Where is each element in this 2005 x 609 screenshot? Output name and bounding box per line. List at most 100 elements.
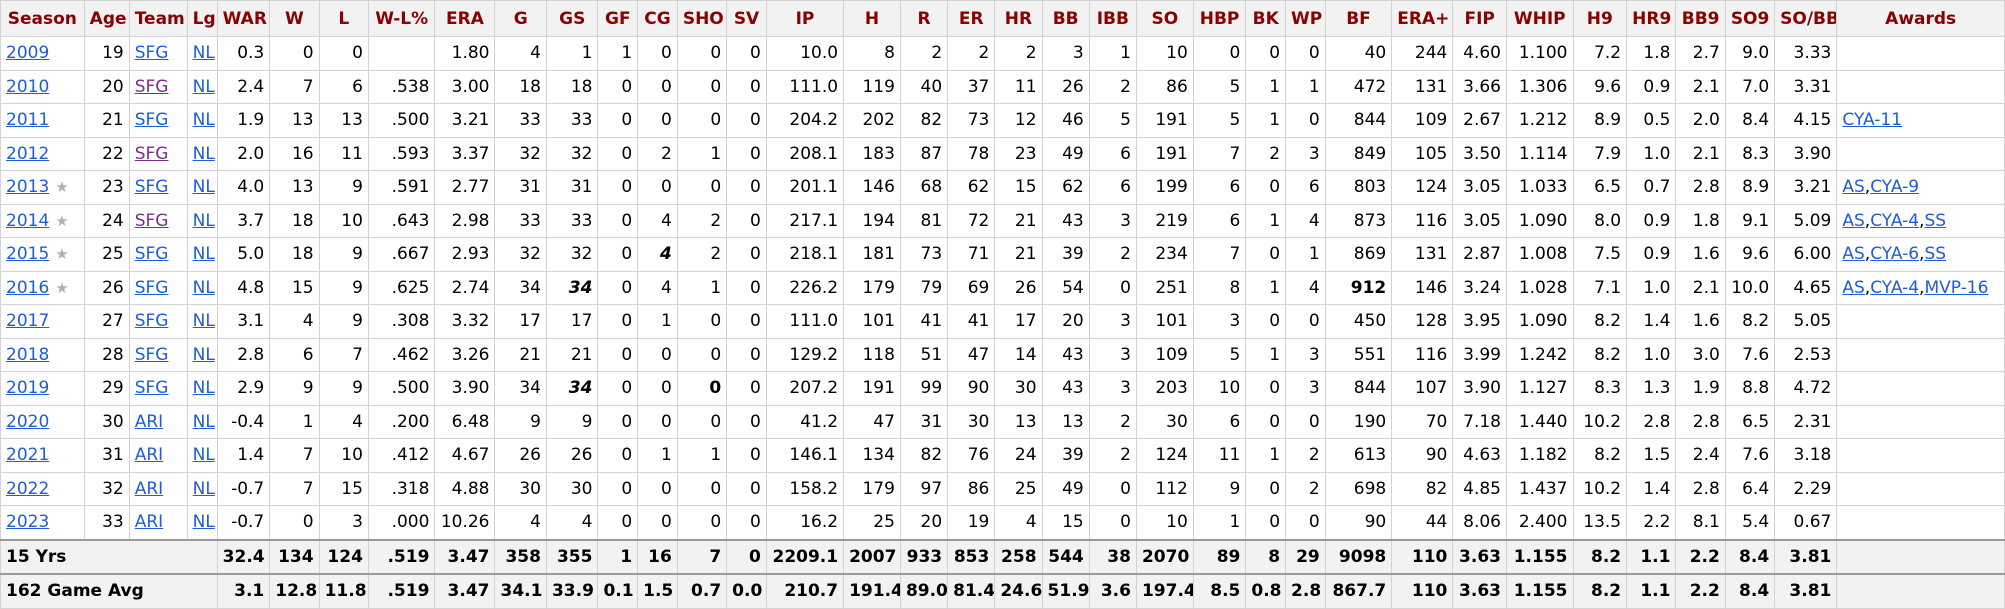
col-header-whip[interactable]: WHIP [1506,0,1574,37]
team-link[interactable]: SFG [134,311,169,332]
season-link[interactable]: 2011 [6,110,50,131]
season-link[interactable]: 2023 [6,512,50,533]
award-link[interactable]: AS [1842,210,1865,231]
team-link[interactable]: SFG [134,76,169,97]
team-link[interactable]: ARI [134,512,164,533]
season-link[interactable]: 2018 [6,344,50,365]
season-link[interactable]: 2019 [6,378,50,399]
league-link[interactable]: NL [192,244,215,265]
stat-cell-sobb: 3.90 [1774,136,1838,171]
season-link[interactable]: 2022 [6,478,50,499]
col-header-er[interactable]: ER [947,0,996,37]
col-header-awards[interactable]: Awards [1836,0,2005,37]
league-link[interactable]: NL [192,478,215,499]
award-link[interactable]: CYA-6 [1870,244,1920,265]
col-header-bf[interactable]: BF [1324,0,1393,37]
season-link[interactable]: 2013 [6,177,50,198]
stat-cell-sv: 0 [726,170,767,205]
season-link[interactable]: 2021 [6,445,50,466]
stat-cell-hbp: 0 [1192,36,1247,71]
league-link[interactable]: NL [192,512,215,533]
league-link[interactable]: NL [192,445,215,466]
league-link[interactable]: NL [192,411,215,432]
league-link[interactable]: NL [192,344,215,365]
col-header-w-l[interactable]: W-L% [367,0,436,37]
season-link[interactable]: 2016 [6,277,50,298]
award-link[interactable]: SS [1924,210,1947,231]
award-link[interactable]: CYA-4 [1870,210,1920,231]
season-link[interactable]: 2020 [6,411,50,432]
stat-cell-fip: 4.85 [1452,471,1507,506]
col-header-bb9[interactable]: BB9 [1675,0,1726,37]
team-link[interactable]: SFG [134,277,169,298]
season-link[interactable]: 2014 [6,210,50,231]
award-link[interactable]: MVP-16 [1924,277,1989,298]
league-link[interactable]: NL [192,177,215,198]
league-link[interactable]: NL [192,143,215,164]
award-link[interactable]: AS [1842,244,1865,265]
col-header-gs[interactable]: GS [545,0,599,37]
col-header-sho[interactable]: SHO [676,0,728,37]
col-header-hr9[interactable]: HR9 [1626,0,1677,37]
col-header-hr[interactable]: HR [994,0,1043,37]
team-link[interactable]: SFG [134,344,169,365]
team-link[interactable]: SFG [134,143,169,164]
col-header-team[interactable]: Team [128,0,188,37]
col-header-so-bb[interactable]: SO/BB [1774,0,1838,37]
col-header-hbp[interactable]: HBP [1192,0,1247,37]
team-link[interactable]: SFG [134,210,169,231]
col-header-era[interactable]: ERA+ [1391,0,1454,37]
team-link[interactable]: SFG [134,43,169,64]
team-link[interactable]: SFG [134,378,169,399]
stat-cell-gs: 33 [545,203,599,238]
award-link[interactable]: CYA-9 [1870,177,1920,198]
league-link[interactable]: NL [192,311,215,332]
team-link[interactable]: SFG [134,244,169,265]
award-link[interactable]: CYA-11 [1842,110,1903,131]
stat-cell-bb9: 1.6 [1675,237,1726,272]
col-header-ip[interactable]: IP [765,0,845,37]
team-link[interactable]: ARI [134,445,164,466]
season-link[interactable]: 2009 [6,43,50,64]
col-header-war[interactable]: WAR [216,0,271,37]
league-link[interactable]: NL [192,210,215,231]
col-header-so9[interactable]: SO9 [1724,0,1776,37]
col-header-bk[interactable]: BK [1245,0,1287,37]
league-link[interactable]: NL [192,277,215,298]
league-cell: NL [186,203,218,238]
col-header-age[interactable]: Age [83,0,130,37]
col-header-r[interactable]: R [899,0,949,37]
award-link[interactable]: SS [1924,244,1947,265]
col-header-wp[interactable]: WP [1285,0,1326,37]
league-link[interactable]: NL [192,110,215,131]
col-header-g[interactable]: G [494,0,547,37]
team-link[interactable]: ARI [134,411,164,432]
col-header-season[interactable]: Season [0,0,85,37]
col-header-w[interactable]: W [269,0,320,37]
col-header-so[interactable]: SO [1135,0,1194,37]
season-link[interactable]: 2012 [6,143,50,164]
season-link[interactable]: 2015 [6,244,50,265]
col-header-ibb[interactable]: IBB [1088,0,1137,37]
col-header-bb[interactable]: BB [1041,0,1090,37]
league-link[interactable]: NL [192,43,215,64]
league-link[interactable]: NL [192,76,215,97]
award-link[interactable]: CYA-4 [1870,277,1920,298]
season-link[interactable]: 2010 [6,76,50,97]
award-link[interactable]: AS [1842,177,1865,198]
season-link[interactable]: 2017 [6,311,50,332]
team-link[interactable]: ARI [134,478,164,499]
col-header-h9[interactable]: H9 [1572,0,1628,37]
col-header-sv[interactable]: SV [726,0,767,37]
col-header-fip[interactable]: FIP [1452,0,1507,37]
col-header-cg[interactable]: CG [637,0,678,37]
col-header-gf[interactable]: GF [597,0,639,37]
award-link[interactable]: AS [1842,277,1865,298]
team-link[interactable]: SFG [134,110,169,131]
col-header-h[interactable]: H [843,0,901,37]
league-link[interactable]: NL [192,378,215,399]
col-header-lg[interactable]: Lg [186,0,218,37]
team-link[interactable]: SFG [134,177,169,198]
col-header-era[interactable]: ERA [434,0,496,37]
col-header-l[interactable]: L [318,0,369,37]
